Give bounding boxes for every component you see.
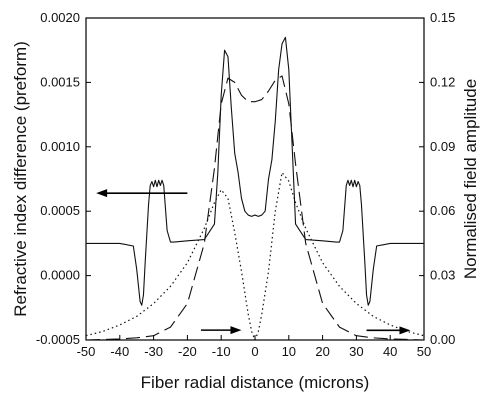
y-right-axis-title: Normalised field amplitude [461, 79, 480, 279]
y-left-tick-label: 0.0000 [40, 268, 80, 283]
y-left-axis-title: Refractive index difference (preform) [11, 41, 30, 317]
y-right-tick-label: 0.12 [430, 74, 455, 89]
series-line-dotted [85, 171, 425, 341]
plot-frame [85, 17, 425, 341]
y-left-tick-label: 0.0015 [40, 74, 80, 89]
ticks: -50 -40 -30 -20 -10 0 10 20 30 40 50 -0.0005 0.0000 0… [36, 10, 455, 359]
annotation-arrow-right [366, 326, 411, 335]
annotation-arrow-left [96, 189, 188, 198]
y-left-tick-label: 0.0005 [40, 203, 80, 218]
annotation-layer [96, 189, 411, 335]
series-line-dashed [85, 75, 425, 341]
series-layer [85, 36, 425, 341]
x-tick-label: 30 [349, 344, 363, 359]
y-right-tick-label: 0.09 [430, 139, 455, 154]
x-tick-label: 50 [417, 344, 431, 359]
y-right-tick-label: 0.03 [430, 268, 455, 283]
y-left-tick-label: 0.0010 [40, 139, 80, 154]
x-tick-label: 40 [383, 344, 397, 359]
x-tick-label: -20 [178, 344, 197, 359]
y-left-tick-label: -0.0005 [36, 332, 80, 347]
y-left-tick-label: 0.0020 [40, 10, 80, 25]
x-tick-label: 0 [251, 344, 258, 359]
y-right-tick-label: 0.15 [430, 10, 455, 25]
x-axis-title: Fiber radial distance (microns) [141, 373, 370, 392]
x-tick-label: 10 [282, 344, 296, 359]
axis-frame [85, 17, 425, 341]
x-tick-label: -40 [110, 344, 129, 359]
y-right-tick-label: 0.06 [430, 203, 455, 218]
x-tick-label: -50 [77, 344, 96, 359]
x-tick-label: -10 [212, 344, 231, 359]
series-line-solid [86, 36, 424, 306]
y-right-tick-label: 0.00 [430, 332, 455, 347]
x-tick-label: 20 [315, 344, 329, 359]
annotation-arrow-right [200, 326, 242, 335]
x-tick-label: -30 [144, 344, 163, 359]
